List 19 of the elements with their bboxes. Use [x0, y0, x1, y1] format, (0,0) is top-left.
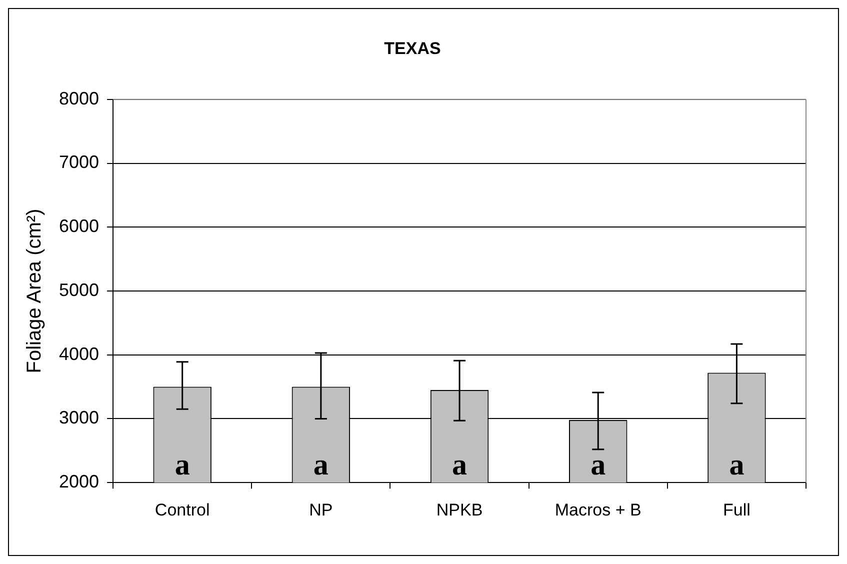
annotation: a: [313, 448, 328, 482]
y-tick-label: 5000: [58, 280, 100, 300]
x-tick-label: Full: [723, 500, 750, 520]
y-tick-label: 4000: [58, 344, 100, 364]
annotation: a: [590, 448, 606, 482]
y-axis-title: Foliage Area (cm²): [24, 208, 46, 374]
x-tick-label: NPKB: [436, 500, 483, 520]
y-tick-label: 2000: [58, 472, 100, 492]
x-tick-label: Macros + B: [554, 500, 642, 520]
y-tick-label: 6000: [58, 216, 100, 236]
annotation: a: [174, 448, 190, 482]
chart-title: TEXAS: [384, 38, 441, 58]
y-tick-label: 8000: [58, 88, 100, 108]
x-tick-label: NP: [309, 500, 333, 520]
y-tick-label: 7000: [58, 152, 100, 172]
annotation: a: [729, 448, 744, 482]
x-tick-label: Control: [154, 500, 210, 520]
annotation: a: [452, 448, 468, 482]
y-tick-label: 3000: [58, 408, 100, 428]
